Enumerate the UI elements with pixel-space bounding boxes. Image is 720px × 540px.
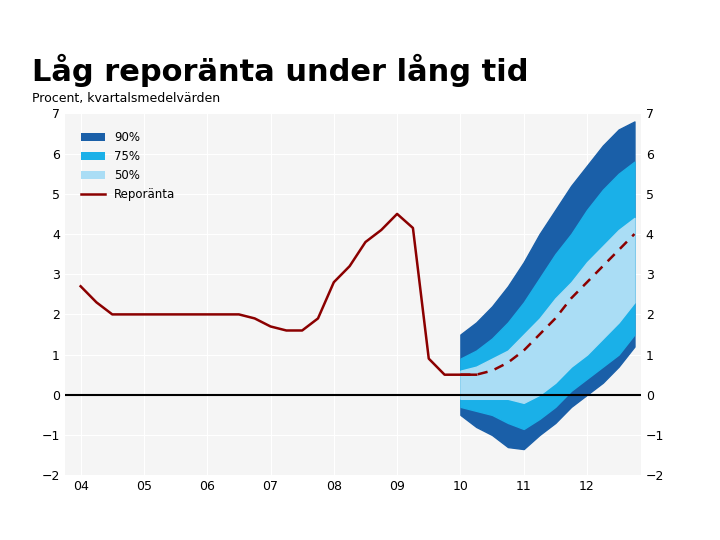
Text: Procent, kvartalsmedelvärden: Procent, kvartalsmedelvärden <box>32 92 220 105</box>
Text: SVERIGES
RIKSBANK: SVERIGES RIKSBANK <box>626 46 670 68</box>
Text: Låg reporänta under lång tid: Låg reporänta under lång tid <box>32 54 529 87</box>
Text: Anm. Osäkerhetsintervall beräknade med historiska prognosfel.: Anm. Osäkerhetsintervall beräknade med h… <box>14 516 371 526</box>
Legend: 90%, 75%, 50%, Reporänta: 90%, 75%, 50%, Reporänta <box>76 126 180 206</box>
Text: Källa: Riksbanken: Källa: Riksbanken <box>607 516 706 526</box>
